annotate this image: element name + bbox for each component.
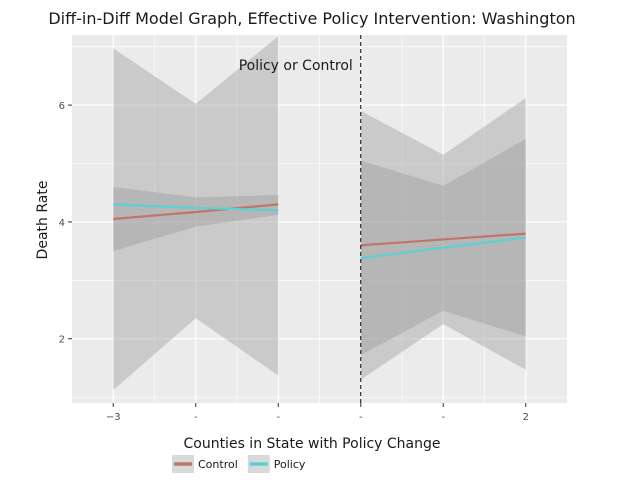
y-axis-ticks: 2 4 6 <box>59 101 72 346</box>
y-axis-title: Death Rate <box>35 181 51 260</box>
x-axis-title: Counties in State with Policy Change <box>183 436 440 452</box>
legend-item-policy: Policy <box>247 455 306 473</box>
line-control-post <box>360 232 526 247</box>
chart-title: Diff-in-Diff Model Graph, Effective Poli… <box>48 9 575 28</box>
confidence-bands <box>113 36 526 391</box>
legend-label: Policy <box>274 458 306 471</box>
legend-label: Control <box>198 458 238 471</box>
grid-minor <box>72 35 567 403</box>
band-policy-pre <box>113 36 279 391</box>
y-tick-label: 4 <box>59 218 65 229</box>
legend: Control Policy <box>172 455 306 473</box>
line-control-pre <box>113 203 279 221</box>
x-tick-label: - <box>441 412 445 423</box>
x-tick-label: 2 <box>523 412 529 423</box>
series-lines <box>113 203 526 260</box>
line-policy-post <box>360 236 526 260</box>
annotation-label: Policy or Control <box>239 58 353 74</box>
x-tick-label: - <box>359 412 363 423</box>
x-tick-label: - <box>276 412 280 423</box>
x-tick-label: −3 <box>106 412 121 423</box>
x-tick-label: - <box>194 412 198 423</box>
y-tick-label: 6 <box>59 101 65 112</box>
band-control-pre <box>113 186 279 252</box>
line-policy-pre <box>113 203 279 212</box>
y-tick-label: 2 <box>59 335 65 346</box>
legend-item-control: Control <box>172 455 238 473</box>
x-axis-ticks: −3 - - - - 2 <box>106 403 529 423</box>
